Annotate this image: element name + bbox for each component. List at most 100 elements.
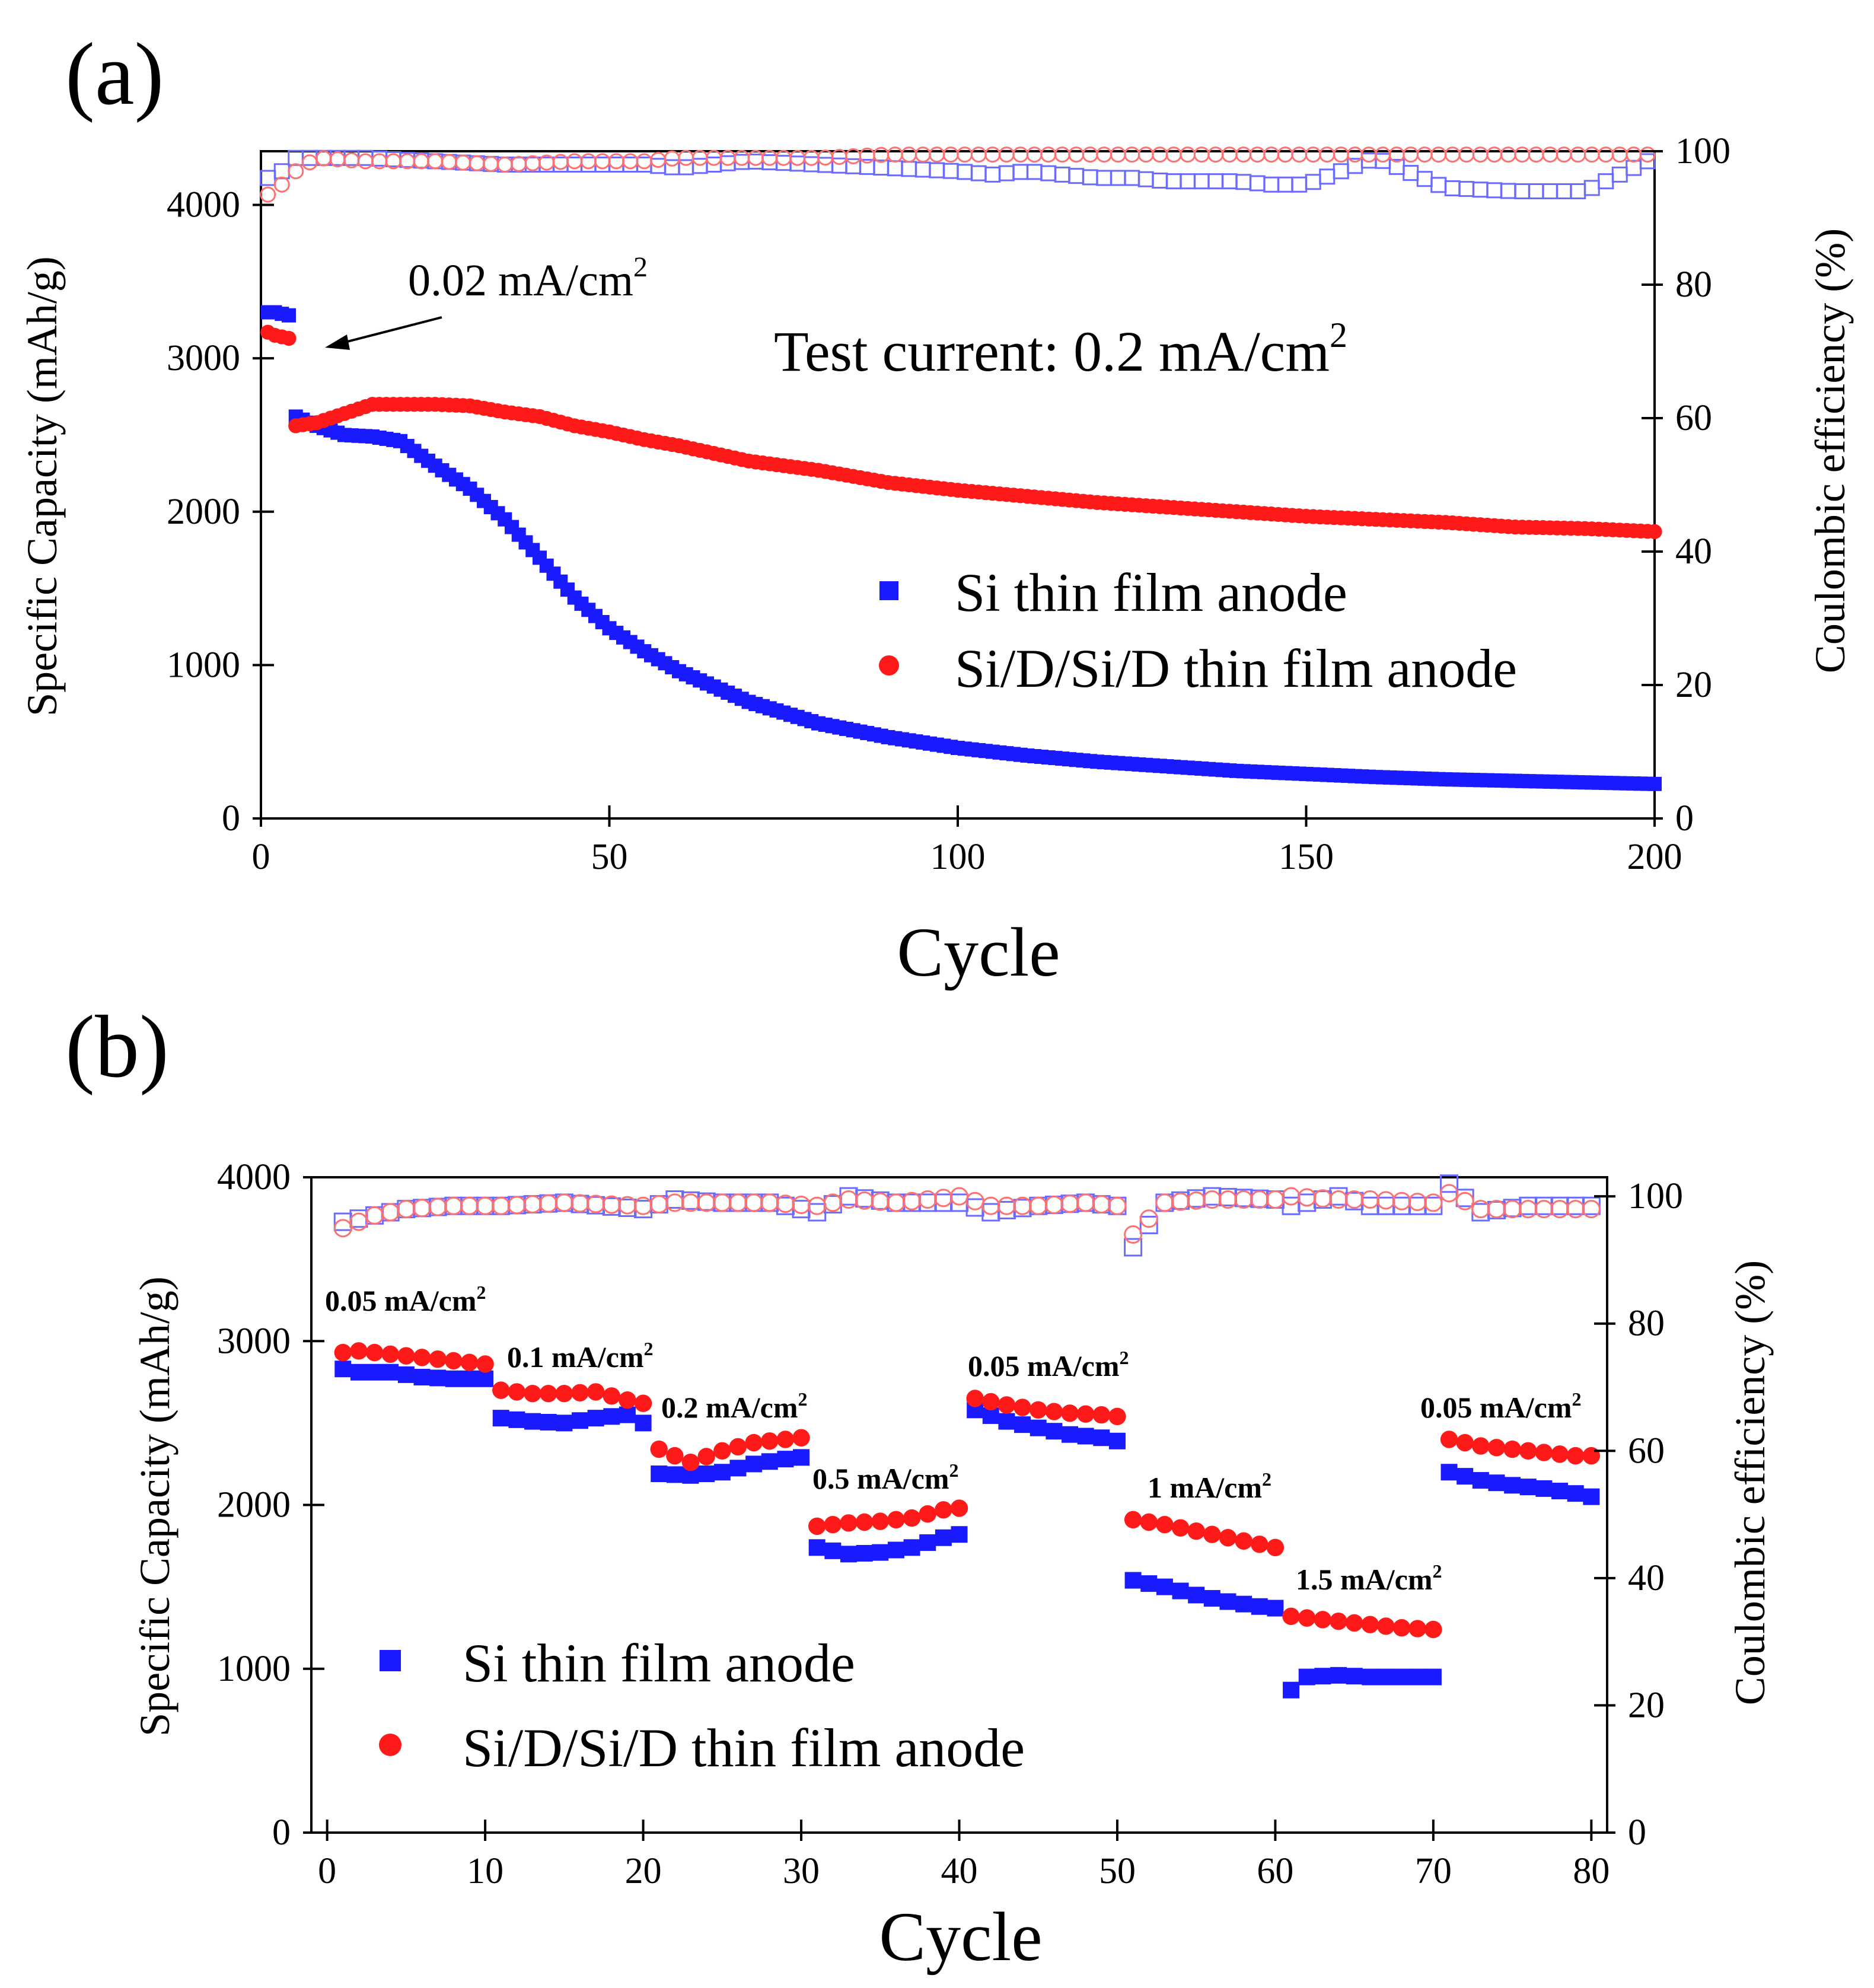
panel-a-sid-ce-point: [260, 186, 276, 203]
panel-a-si-ce-point: [998, 165, 1015, 181]
panel-a-annotation-test-current: Test current: 0.2 mA/cm2: [774, 316, 1347, 383]
panel-b-sid-capacity-point: [1345, 1614, 1363, 1632]
panel-a-sid-ce-point: [957, 146, 973, 163]
panel-b-sid-capacity-point: [935, 1501, 952, 1519]
panel-b-si-capacity-point: [556, 1414, 573, 1432]
panel-b-sid-capacity-point: [397, 1347, 415, 1365]
panel-b-si-ce-point: [1234, 1189, 1253, 1208]
panel-a-si-ce-point: [887, 160, 903, 177]
panel-b-sid-capacity-point: [524, 1384, 541, 1403]
panel-b-si-capacity-point: [461, 1370, 478, 1387]
panel-a-sid-ce-point: [1221, 146, 1238, 163]
panel-a-sid-ce-point: [357, 153, 374, 170]
panel-a-si-ce-point: [901, 161, 917, 177]
panel-b-sid-ce-point: [1266, 1190, 1285, 1209]
rate-label-7-text: 1.5 mA/cm: [1296, 1563, 1433, 1596]
panel-a-x-tick-label: 150: [1279, 837, 1334, 877]
panel-a-sid-ce-point: [1626, 146, 1642, 163]
panel-b-sid-capacity-point: [365, 1343, 384, 1362]
panel-b-si-capacity-point: [1124, 1572, 1142, 1589]
panel-a-si-ce-point: [1542, 183, 1559, 199]
panel-b-sid-ce-point: [476, 1196, 495, 1215]
panel-a-sid-ce-point: [1542, 146, 1559, 163]
panel-a-si-ce-point: [1110, 170, 1126, 186]
panel-a-si-ce-point: [1054, 166, 1070, 183]
panel-a-sid-ce-point: [455, 154, 471, 171]
panel-a-sid-ce-point: [1333, 146, 1349, 163]
panel-b-sid-ce-point: [365, 1206, 384, 1225]
panel-a-sid-ce-point: [636, 153, 652, 170]
panel-a-sid-ce-point: [469, 155, 485, 171]
panel-a-sid-ce-point: [288, 163, 304, 180]
panel-b-legend-marker-sid: [379, 1734, 401, 1756]
panel-b-sid-capacity-point: [1519, 1442, 1537, 1460]
panel-b-sid-capacity-point: [1551, 1445, 1569, 1463]
panel-b-sid-capacity-point: [887, 1511, 905, 1529]
panel-a-si-ce-point: [984, 166, 1001, 183]
panel-b-sid-ce-point: [1455, 1191, 1474, 1210]
panel-b-sid-capacity-point: [1235, 1532, 1252, 1550]
panel-a-si-ce-point: [1305, 174, 1321, 190]
panel-b-sid-ce-point: [1582, 1200, 1601, 1219]
panel-b-sid-capacity-point: [1408, 1620, 1426, 1637]
panel-b-si-capacity-point: [1014, 1416, 1031, 1433]
panel-a-sid-ce-point: [942, 146, 959, 163]
panel-b-si-capacity-point: [619, 1406, 636, 1423]
panel-a-si-ce-point: [942, 163, 959, 179]
panel-b-sid-ce-point: [1503, 1200, 1522, 1219]
panel-b-si-capacity-point: [524, 1413, 541, 1430]
panel-b-si-capacity-point: [1062, 1426, 1079, 1443]
panel-b-sid-ce-point: [887, 1193, 906, 1212]
panel-b-si-capacity-point: [1440, 1464, 1458, 1481]
panel-b-sid-ce-point: [1171, 1192, 1190, 1211]
rate-label-7-sup: 2: [1433, 1560, 1442, 1582]
panel-b-sid-ce-point: [808, 1196, 827, 1215]
panel-b-x-axis-title: Cycle: [879, 1898, 1042, 1976]
panel-b-sid-capacity-point: [1030, 1401, 1047, 1419]
panel-a-si-ce-point: [1263, 176, 1280, 193]
panel-a-si-ce-point: [1416, 171, 1433, 187]
panel-a-si-ce-point: [1444, 180, 1461, 196]
panel-b: (b) 0 10 20 30 40 50 60 70 80 0 1000 2000 3000 4000 0 2…: [65, 998, 1774, 1976]
panel-b-sid-capacity-point: [1314, 1611, 1332, 1629]
panel-b-x-tick-label: 40: [941, 1851, 978, 1891]
panel-b-si-capacity-point: [603, 1408, 620, 1425]
panel-b-si-ce-point: [1124, 1238, 1143, 1257]
panel-a-sid-capacity-point: [281, 330, 297, 346]
panel-b-si-capacity-point: [508, 1411, 525, 1428]
panel-a-sid-ce-point: [1193, 146, 1210, 163]
panel-a-sid-ce-point: [441, 154, 457, 170]
panel-a-sid-ce-point: [1207, 146, 1224, 163]
panel-b-sid-capacity-point: [1140, 1513, 1158, 1531]
rate-label-2-sup: 2: [644, 1338, 654, 1359]
rate-label-7: 1.5 mA/cm2: [1296, 1560, 1442, 1596]
panel-b-sid-capacity-point: [761, 1432, 779, 1450]
panel-b-y-tick-label: 2000: [217, 1485, 291, 1525]
panel-a-sid-ce-point: [887, 146, 903, 163]
panel-a-sid-ce-point: [1472, 146, 1489, 163]
panel-a-sid-ce-point: [1082, 146, 1098, 163]
panel-a-si-ce-point: [1026, 164, 1043, 180]
panel-a-y2-tick-label: 20: [1675, 665, 1712, 705]
panel-b-si-capacity-point: [350, 1363, 367, 1381]
panel-b-si-capacity-point: [666, 1466, 683, 1483]
panel-b-si-capacity-point: [1219, 1593, 1236, 1610]
panel-a-sid-ce-point: [734, 149, 750, 166]
panel-a-sid-ce-point: [1528, 146, 1544, 163]
rate-label-8: 0.05 mA/cm2: [1420, 1388, 1582, 1424]
panel-b-sid-ce-point: [997, 1196, 1016, 1215]
panel-b-x-tick-label: 20: [625, 1851, 662, 1891]
panel-b-si-capacity-point: [1267, 1600, 1284, 1617]
panel-b-y-tick-label: 1000: [217, 1649, 291, 1689]
panel-b-sid-ce-point: [965, 1191, 984, 1210]
panel-b-sid-ce-point: [1139, 1209, 1158, 1228]
panel-b-sid-ce-point: [444, 1196, 463, 1215]
panel-a-sid-ce-point: [1444, 146, 1461, 163]
panel-a-si-ce-point: [1583, 180, 1600, 196]
panel-a-si-ce-point: [970, 165, 987, 181]
panel-a-y-tick-label: 4000: [167, 185, 240, 225]
panel-a-sid-ce-point: [315, 150, 332, 167]
panel-b-sid-ce-point: [1345, 1190, 1364, 1209]
panel-b-sid-ce-point: [981, 1196, 1000, 1215]
panel-a-si-ce-point: [636, 157, 652, 173]
